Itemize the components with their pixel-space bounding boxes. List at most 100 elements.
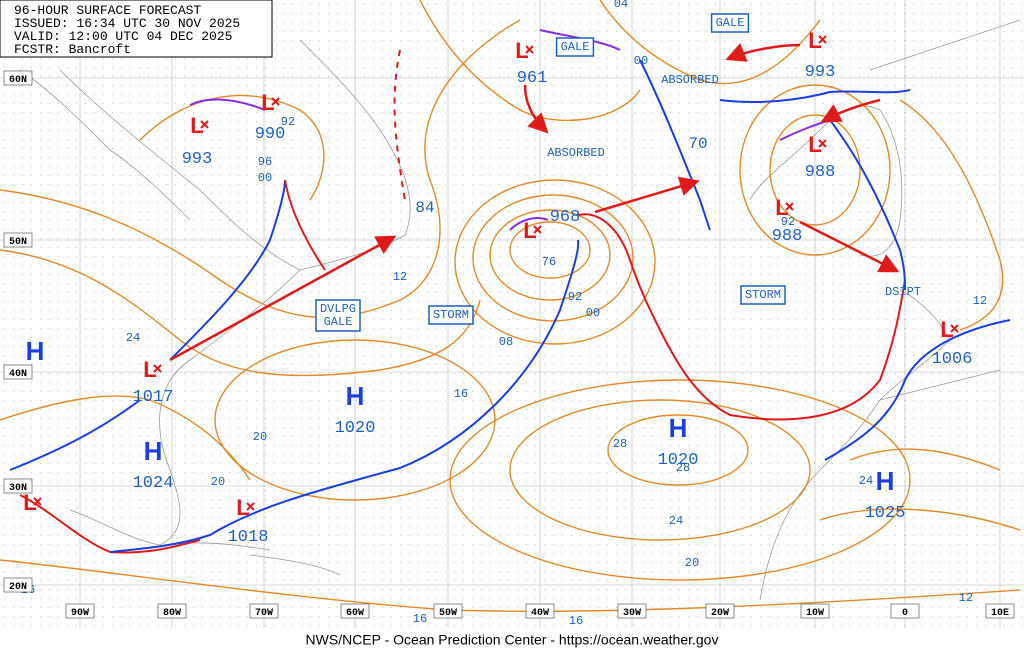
high-pressure: 1020 bbox=[658, 451, 699, 470]
isobar-label: 20 bbox=[685, 556, 699, 570]
lat-label-box bbox=[3, 478, 33, 494]
high-symbol: H bbox=[26, 336, 45, 366]
low-symbol: L bbox=[23, 490, 36, 515]
low-symbol: L bbox=[236, 495, 249, 520]
boxed-label: GALE bbox=[710, 13, 750, 33]
map-background bbox=[0, 0, 1024, 628]
isobar-label: 16 bbox=[569, 614, 583, 628]
lon-label-box bbox=[617, 603, 647, 619]
high-symbol: H bbox=[876, 466, 895, 496]
header-line: FCSTR: Bancroft bbox=[14, 42, 131, 57]
lon-label-box bbox=[705, 603, 735, 619]
header-line: ISSUED: 16:34 UTC 30 NOV 2025 bbox=[14, 16, 240, 31]
label-text: DVLPG bbox=[320, 302, 356, 316]
isobar-label: 92 bbox=[781, 215, 795, 229]
low-center-x bbox=[950, 324, 959, 333]
isobar-label: 12 bbox=[393, 270, 407, 284]
low-center-x bbox=[818, 139, 827, 148]
isobar-label: 16 bbox=[413, 612, 427, 626]
isobar-label: 16 bbox=[454, 387, 468, 401]
footer-band bbox=[0, 628, 1024, 652]
label-box bbox=[740, 285, 786, 305]
status-label: DSIPT bbox=[885, 285, 921, 299]
isobar-label: 28 bbox=[613, 437, 627, 451]
label-box bbox=[315, 299, 361, 332]
low-center-x bbox=[153, 364, 162, 373]
lon-label: 60W bbox=[346, 608, 364, 619]
lon-label: 10W bbox=[806, 608, 824, 619]
lon-label-box bbox=[985, 603, 1015, 619]
low-center-x bbox=[33, 497, 42, 506]
isobars bbox=[0, 0, 1021, 612]
footer-credit: NWS/NCEP - Ocean Prediction Center - htt… bbox=[306, 632, 719, 648]
header-line: 96-HOUR SURFACE FORECAST bbox=[14, 3, 201, 18]
low-symbol: L bbox=[523, 218, 536, 243]
low-symbol: L bbox=[808, 132, 821, 157]
low-center-x bbox=[246, 502, 255, 511]
lon-label-box bbox=[249, 603, 279, 619]
lon-label: 70W bbox=[255, 608, 273, 619]
lon-label: 20W bbox=[711, 608, 729, 619]
low-pressure: 993 bbox=[805, 63, 836, 82]
lat-label: 20N bbox=[9, 582, 27, 593]
high-pressure: 1025 bbox=[865, 504, 906, 523]
lat-label-box bbox=[3, 364, 33, 380]
lon-label: 40W bbox=[531, 608, 549, 619]
isobar-label: 04 bbox=[614, 0, 628, 11]
isobar-label: 84 bbox=[415, 199, 434, 217]
lon-label-box bbox=[157, 603, 187, 619]
label-box bbox=[710, 13, 750, 33]
isobar-label: 24 bbox=[126, 331, 140, 345]
status-label: ABSORBED bbox=[547, 146, 605, 160]
boxed-label: GALE bbox=[555, 37, 595, 57]
high-symbol: H bbox=[669, 413, 688, 443]
lon-label-box bbox=[525, 603, 555, 619]
isobar-label: 12 bbox=[973, 294, 987, 308]
lon-label-box bbox=[800, 603, 830, 619]
isobar-label: 24 bbox=[669, 514, 683, 528]
header-box: 96-HOUR SURFACE FORECAST ISSUED: 16:34 U… bbox=[0, 0, 273, 58]
low-pressure: 1006 bbox=[932, 350, 973, 369]
low-pressure: 988 bbox=[772, 227, 803, 246]
lat-label: 50N bbox=[9, 237, 27, 248]
low-symbol: L bbox=[940, 317, 953, 342]
low-symbol: L bbox=[261, 90, 274, 115]
low-pressure: 1017 bbox=[133, 388, 174, 407]
label-text: STORM bbox=[745, 288, 781, 302]
isobar-label: 92 bbox=[568, 290, 582, 304]
boxed-label: STORM bbox=[428, 305, 474, 325]
graticule bbox=[0, 0, 1024, 628]
lat-label: 40N bbox=[9, 369, 27, 380]
low-symbol: L bbox=[808, 28, 821, 53]
isobar-label: 12 bbox=[959, 591, 973, 605]
high-pressure: 1024 bbox=[133, 474, 174, 493]
isobar-label: 00 bbox=[258, 171, 272, 185]
isobar-label: 28 bbox=[676, 461, 690, 475]
isobar-label: 96 bbox=[258, 155, 272, 169]
lon-label: 50W bbox=[439, 608, 457, 619]
isobar-label: 00 bbox=[634, 54, 648, 68]
low-center-x bbox=[785, 202, 794, 211]
isobar-label: 24 bbox=[859, 474, 873, 488]
low-pressure: 961 bbox=[517, 69, 548, 88]
high-symbol: H bbox=[346, 381, 365, 411]
lon-label: 10E bbox=[991, 608, 1009, 619]
motion-arrows bbox=[169, 43, 900, 362]
low-symbol: L bbox=[190, 113, 203, 138]
isobar-label: 20 bbox=[211, 475, 225, 489]
high-pressure: 1020 bbox=[335, 419, 376, 438]
isobar-label: 08 bbox=[499, 335, 513, 349]
label-text: GALE bbox=[561, 40, 590, 54]
lon-label-box bbox=[340, 603, 370, 619]
isobar-label: 20 bbox=[253, 430, 267, 444]
label-text: GALE bbox=[716, 16, 745, 30]
lat-label: 60N bbox=[9, 75, 27, 86]
low-center-x bbox=[533, 225, 542, 234]
label-text: STORM bbox=[433, 308, 469, 322]
low-center-x bbox=[200, 120, 209, 129]
boxed-label: STORM bbox=[740, 285, 786, 305]
header-frame bbox=[0, 0, 273, 58]
status-label: ABSORBED bbox=[661, 73, 719, 87]
low-center-x bbox=[525, 45, 534, 54]
low-symbol: L bbox=[775, 195, 788, 220]
